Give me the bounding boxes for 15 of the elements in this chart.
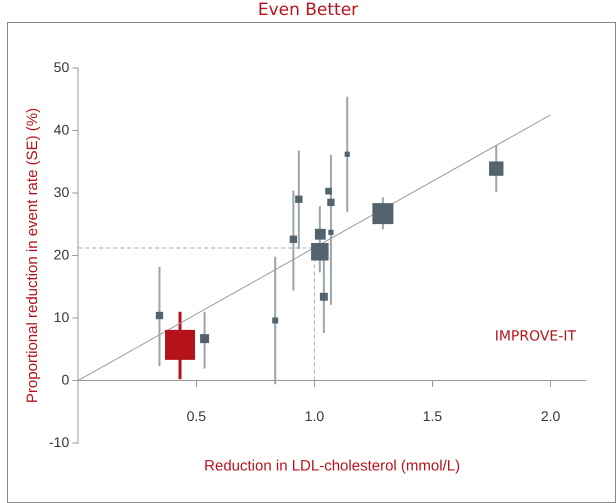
y-tick-label: -10 bbox=[49, 434, 70, 450]
y-tick-label: 0 bbox=[61, 371, 70, 388]
y-axis-title: Proportional reduction in event rate (SE) (%) bbox=[24, 108, 42, 404]
y-tick-label: 20 bbox=[54, 246, 70, 262]
x-axis-title: Reduction in LDL-cholesterol (mmol/L) bbox=[204, 457, 460, 474]
annotation: IMPROVE-IT bbox=[494, 328, 576, 344]
y-tick-label: 30 bbox=[54, 184, 70, 200]
chart-title: Even Better bbox=[256, 0, 360, 20]
y-tick-label: 50 bbox=[54, 58, 70, 75]
x-tick-label: 0.5 bbox=[186, 408, 206, 424]
x-tick-label: 1.5 bbox=[422, 408, 442, 424]
x-tick-label: 2.0 bbox=[540, 408, 561, 424]
y-tick-label: 10 bbox=[54, 308, 70, 325]
y-tick-label: 40 bbox=[54, 121, 70, 138]
x-tick-label: 1.0 bbox=[304, 408, 324, 424]
